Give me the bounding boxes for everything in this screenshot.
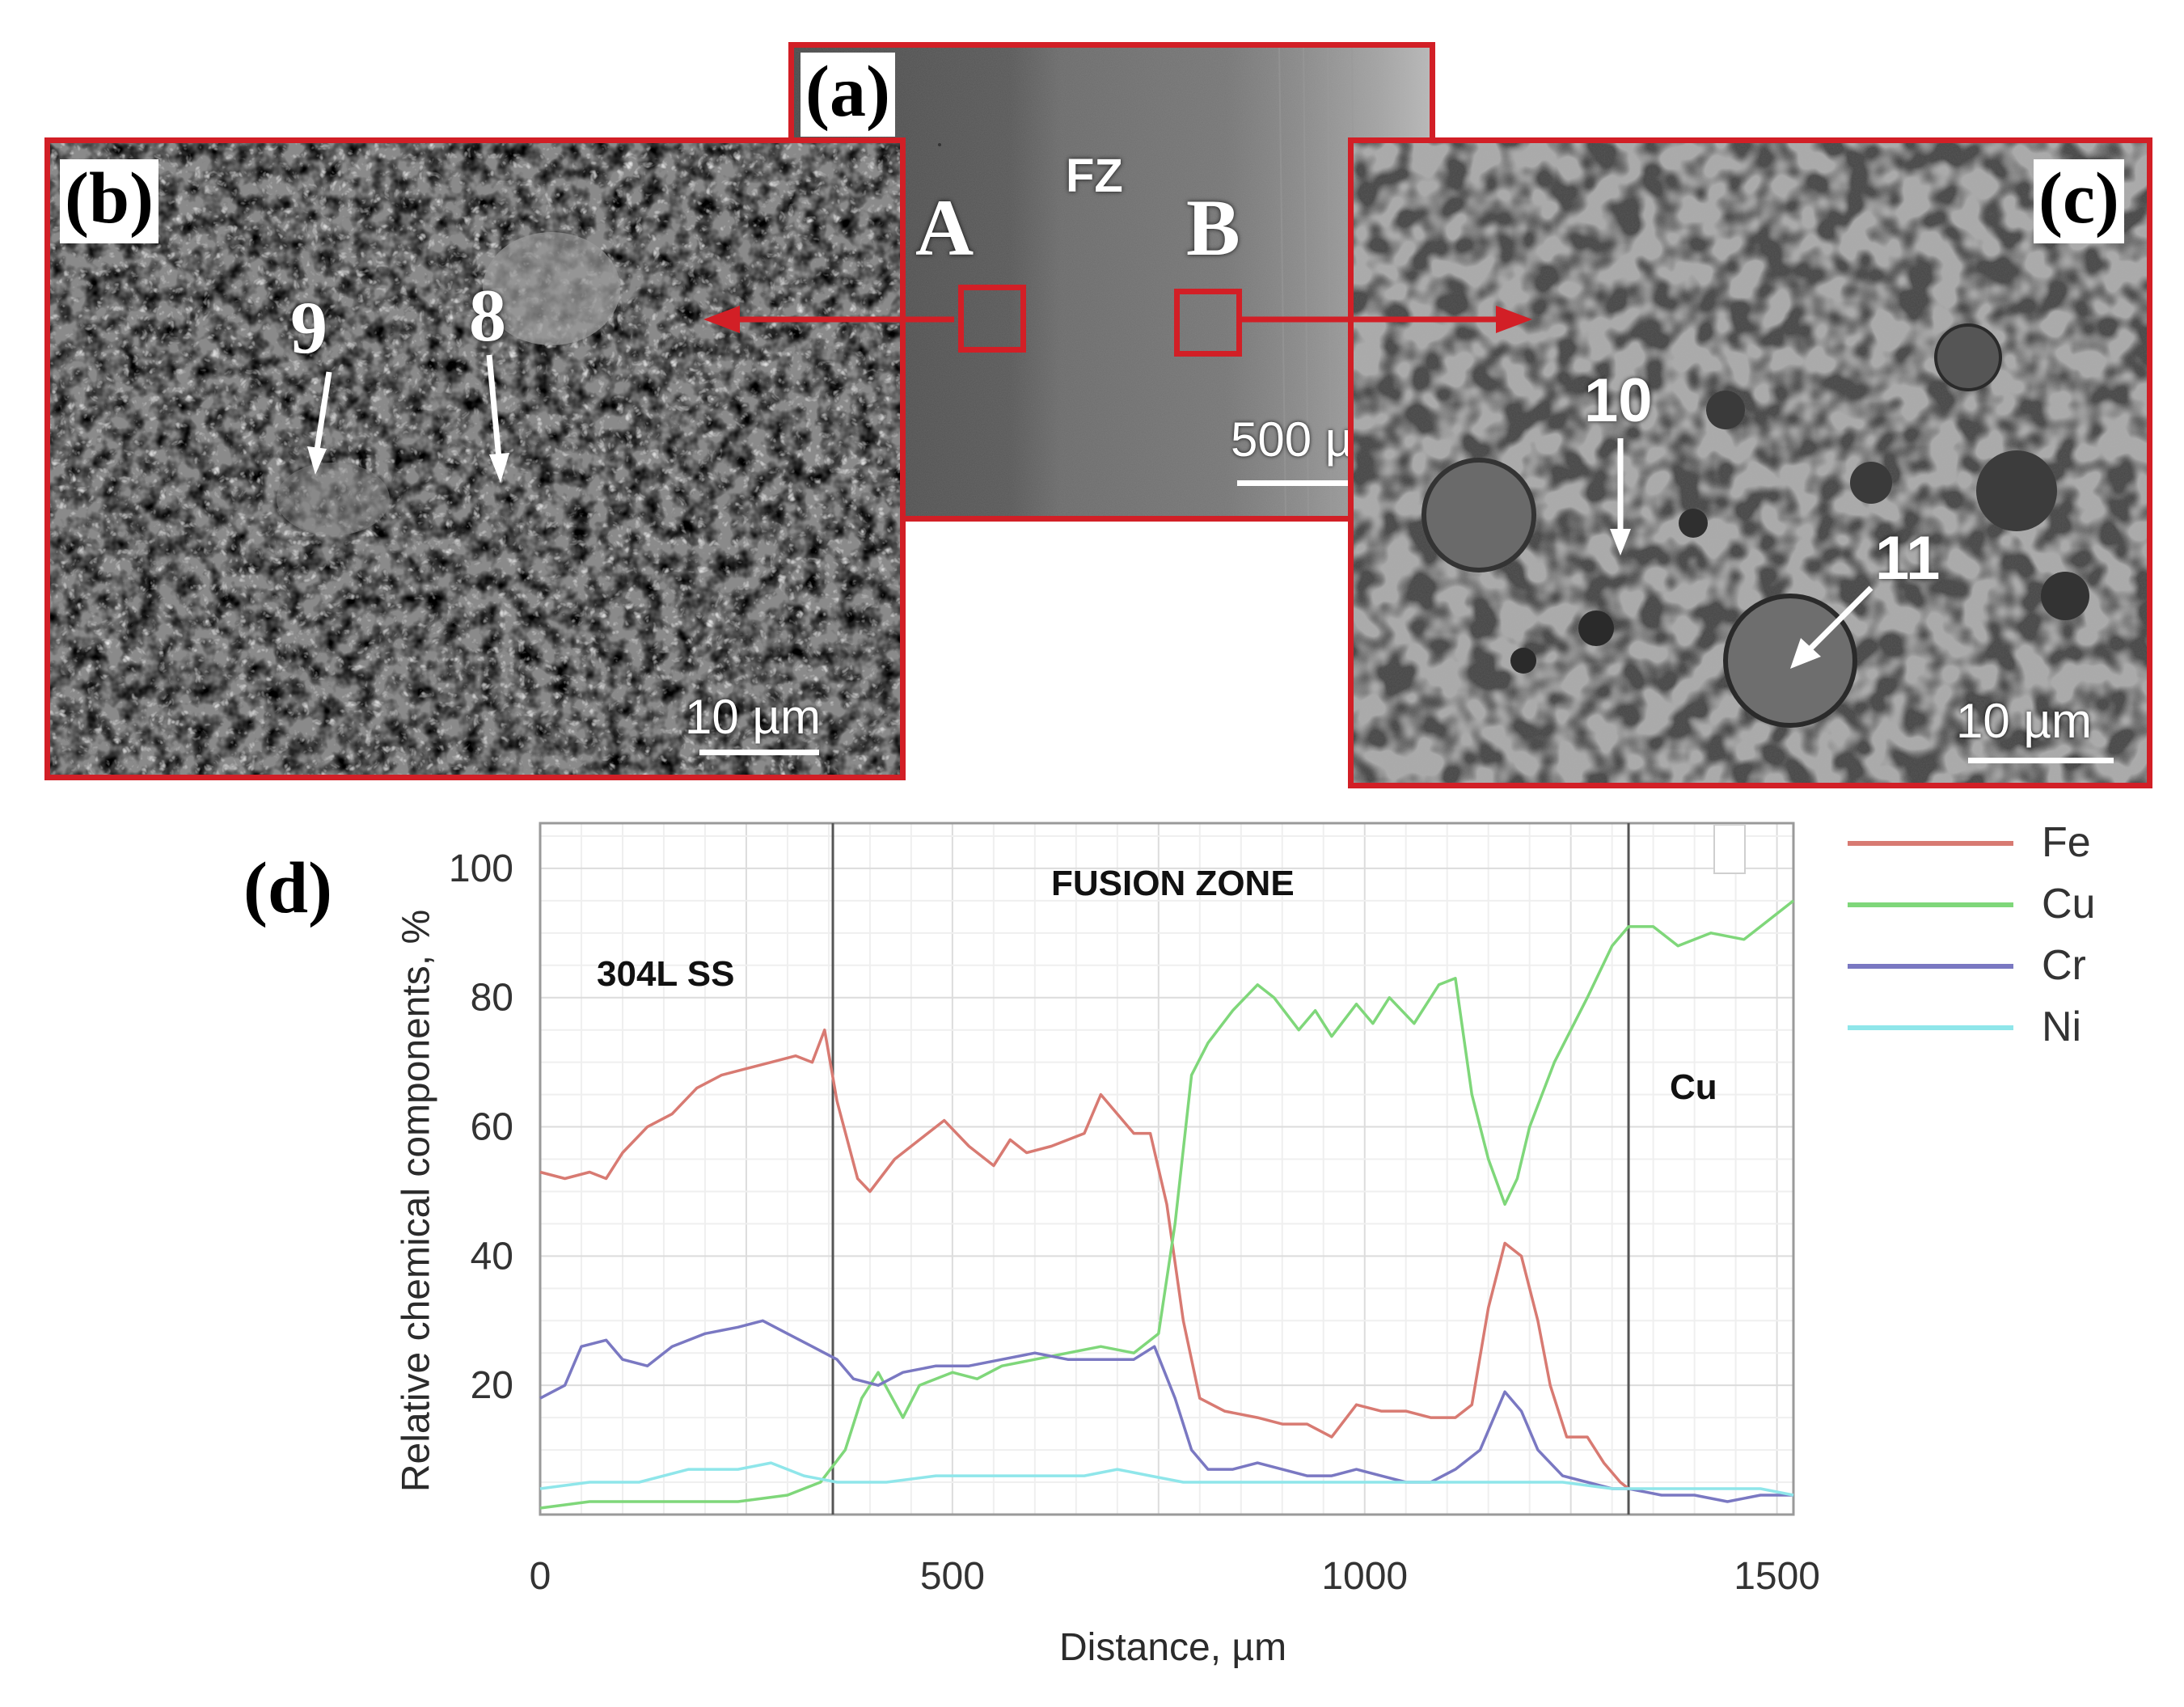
panel-b-ss-side: (b) 9 8 10 µm (44, 137, 906, 780)
legend-label-cu: Cu (2042, 881, 2096, 927)
label-point-11: 11 (1875, 524, 1941, 593)
legend-swatch-fe (1848, 841, 2013, 846)
panel-c-cu-side: (c) 10 11 10 µm (1348, 137, 2152, 788)
x-tick-label: 1500 (1734, 1555, 1820, 1598)
x-tick-label: 1000 (1321, 1555, 1408, 1598)
region-label-fz: FUSION ZONE (1051, 864, 1295, 903)
panel-label-a: (a) (801, 53, 895, 137)
series-line-cu (539, 899, 1795, 1510)
panel-label-c: (c) (2034, 159, 2124, 243)
panel-b-scale-text: 10 µm (685, 690, 821, 744)
y-tick-label: 40 (471, 1235, 513, 1278)
plot-area (540, 823, 1793, 1515)
y-tick-label: 60 (471, 1106, 513, 1149)
panel-b-sem-image (50, 143, 900, 775)
legend-label-ni: Ni (2042, 1003, 2082, 1050)
label-point-9: 9 (290, 286, 327, 369)
label-point-a: A (915, 183, 974, 273)
label-fz: FZ (1066, 150, 1123, 202)
legend-swatch-cu (1848, 902, 2013, 907)
panel-c-scale-text: 10 µm (1956, 694, 2092, 748)
panel-label-b: (b) (60, 159, 158, 243)
legend-label-cr: Cr (2042, 942, 2086, 989)
panel-b-scale-bar (699, 750, 819, 755)
panel-c-arrows (1610, 438, 1874, 669)
panel-b-arrows (307, 354, 509, 483)
panel-c-sem-image (1354, 143, 2147, 783)
series-line-fe (539, 1028, 1630, 1490)
label-point-b: B (1186, 183, 1240, 273)
legend-label-fe: Fe (2042, 819, 2091, 866)
region-box-a (958, 285, 1026, 353)
region-box-b (1174, 289, 1242, 357)
panel-connector-arrows (703, 306, 1532, 333)
x-tick-label: 0 (530, 1555, 551, 1598)
y-tick-label: 20 (471, 1364, 513, 1407)
y-tick-label: 80 (471, 977, 513, 1020)
chart-x-axis-label: Distance, µm (1059, 1626, 1287, 1669)
legend-swatch-cr (1848, 964, 2013, 969)
label-point-10: 10 (1584, 366, 1653, 435)
series-line-cr (539, 1319, 1793, 1503)
y-tick-label: 100 (449, 847, 513, 890)
x-tick-label: 500 (920, 1555, 985, 1598)
panel-c-scale-bar (1968, 758, 2114, 763)
label-point-8: 8 (469, 274, 506, 357)
panel-a-scale-bar (1237, 480, 1417, 486)
region-label-cu: Cu (1670, 1067, 1717, 1107)
legend-swatch-ni (1848, 1025, 2013, 1030)
inset-legend-box (1713, 824, 1746, 874)
chart-y-axis-label: Relative chemical components, % (395, 909, 438, 1493)
series-line-ni (539, 1461, 1794, 1497)
region-label-ss: 304L SS (597, 954, 735, 994)
plot-frame (539, 822, 1795, 1516)
panel-label-d: (d) (243, 848, 332, 928)
